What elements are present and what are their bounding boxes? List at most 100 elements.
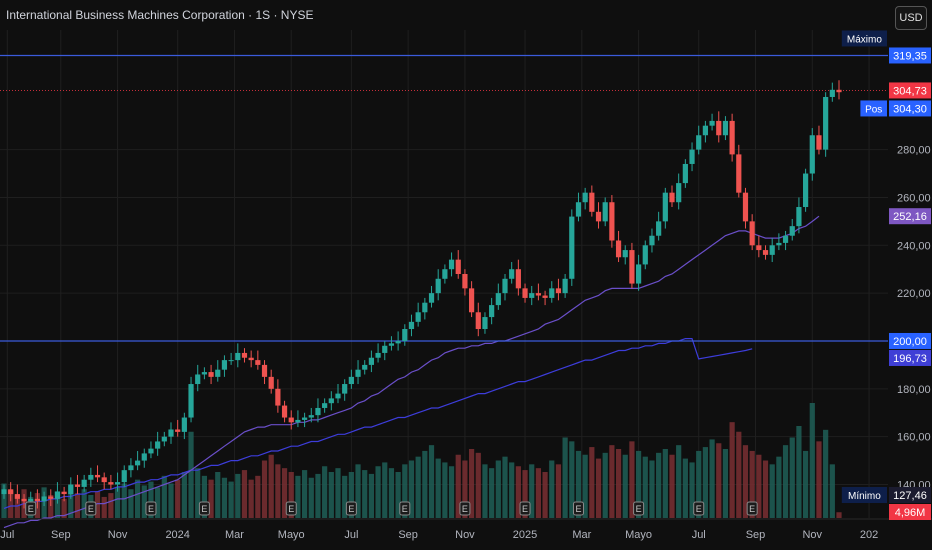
volume-bar (235, 473, 241, 518)
volume-bar (315, 473, 321, 518)
volume-bar (716, 443, 722, 518)
volume-bar (682, 458, 688, 518)
candle-body (302, 417, 308, 420)
candle-body (722, 120, 729, 136)
candle-body (148, 448, 154, 454)
candle-body (308, 415, 314, 418)
currency-button[interactable]: USD (895, 6, 927, 30)
candle-body (515, 269, 521, 289)
candle-body (609, 202, 615, 241)
candle-body (629, 250, 635, 284)
volume-bar (368, 473, 374, 518)
candle-body (642, 245, 648, 265)
earnings-marker-label: E (201, 504, 207, 514)
volume-bar (275, 464, 281, 518)
volume-bar (509, 462, 515, 518)
candle-body (509, 269, 515, 279)
volume-bar (128, 489, 134, 518)
candle-body (128, 465, 134, 471)
volume-bar (308, 477, 314, 518)
volume-bar (362, 470, 368, 518)
volume-bar (702, 447, 708, 518)
candle-body (81, 479, 87, 487)
volume-bar (455, 454, 461, 518)
candle-body (275, 388, 281, 406)
candle-body (736, 154, 742, 193)
candle-body (288, 417, 294, 423)
candle-body (776, 242, 782, 246)
candle-body (529, 293, 535, 298)
volume-bar (8, 491, 14, 518)
earnings-marker (345, 501, 357, 516)
candle-body (716, 120, 722, 136)
candle-body (702, 125, 708, 136)
candle-body (662, 192, 668, 222)
candle-body (762, 250, 769, 255)
candle-body (649, 235, 655, 246)
candle-body (395, 340, 401, 344)
volume-bar (255, 475, 261, 518)
volume-bar (195, 468, 201, 518)
volume-bar (388, 468, 395, 518)
candle-body (121, 470, 127, 483)
candle-body (155, 441, 161, 449)
volume-bar (261, 460, 268, 518)
volume-bar (448, 466, 455, 518)
candle-body (61, 491, 67, 495)
volume-bar (268, 454, 274, 518)
y-tick-label: 180,00 (897, 384, 931, 396)
volume-bar (829, 464, 835, 518)
volume-bar (241, 470, 248, 518)
volume-bar (522, 470, 528, 518)
candle-body (469, 288, 475, 313)
candle-body (475, 312, 481, 330)
candle-body (201, 372, 207, 375)
candle-body (809, 135, 815, 174)
candle-body (522, 288, 528, 298)
volume-bar (221, 477, 228, 518)
candle-body (482, 317, 488, 330)
volume-bar (408, 460, 415, 518)
volume-bar (175, 479, 181, 518)
volume-bar (769, 464, 775, 518)
earnings-marker-label: E (522, 504, 528, 514)
candle-body (595, 211, 602, 222)
volume-bar (823, 429, 829, 518)
candle-body (355, 369, 361, 377)
candle-body (241, 352, 248, 358)
candle-body (342, 384, 348, 394)
candle-body (836, 89, 842, 93)
volume-bar (615, 449, 622, 518)
volume-bar (302, 470, 308, 518)
price-label-value: 304,30 (893, 103, 927, 115)
volume-bar (589, 447, 595, 518)
volume-bar (121, 483, 127, 518)
candle-body (769, 245, 775, 255)
volume-bar (161, 475, 167, 518)
x-tick-label: Mayo (625, 529, 652, 541)
candle-body (68, 484, 74, 495)
volume-bar (415, 456, 421, 518)
candle-body (74, 484, 81, 487)
candle-body (348, 376, 354, 385)
volume-bar (729, 422, 735, 518)
volume-bar (602, 452, 608, 518)
x-tick-label: 2025 (513, 529, 537, 541)
x-tick-label: Jul (344, 529, 358, 541)
volume-bar (736, 431, 742, 518)
candle-body (368, 357, 374, 365)
candle-body (789, 226, 795, 236)
volume-bar (54, 491, 61, 518)
volume-bar (535, 468, 541, 518)
candle-body (101, 477, 107, 483)
candle-body (268, 376, 274, 389)
volume-bar (181, 472, 187, 518)
candle-body (188, 384, 194, 418)
candle-body (622, 250, 628, 258)
volume-bar (342, 475, 348, 518)
earnings-marker-label: E (148, 504, 154, 514)
candle-body (435, 278, 441, 294)
candle-body (135, 460, 141, 466)
candle-body (669, 192, 675, 203)
